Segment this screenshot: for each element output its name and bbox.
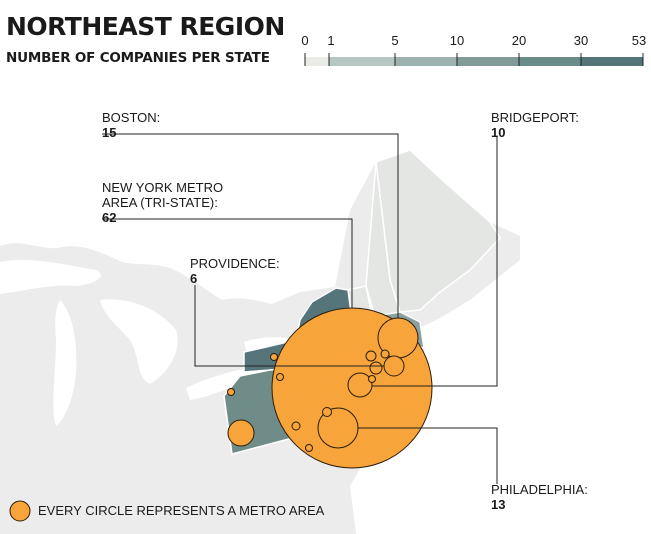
metro-circle-small[interactable] (276, 373, 284, 381)
leader-nyc (102, 218, 353, 308)
legend-bin-20-30 (519, 57, 581, 66)
legend-tick-label: 5 (391, 33, 399, 48)
map-title: NORTHEAST REGION (6, 12, 285, 41)
callout-name: NEW YORK METRO AREA (TRI-STATE): (102, 180, 224, 210)
metro-circle-small[interactable] (270, 353, 278, 361)
legend-bin-0-1 (305, 57, 329, 66)
callout-bridgeport: BRIDGEPORT: 10 (491, 110, 579, 140)
metro-circle-small[interactable] (322, 407, 332, 417)
metro-circle-small[interactable] (291, 421, 301, 431)
legend-tick-label: 0 (301, 33, 309, 48)
callout-nyc: NEW YORK METRO AREA (TRI-STATE): 62 (102, 180, 223, 225)
legend-tick-label: 20 (511, 33, 527, 48)
callout-value: 10 (491, 125, 506, 140)
leader-philadelphia (358, 427, 498, 484)
leader-boston (102, 133, 399, 318)
callout-name: BRIDGEPORT: (491, 110, 579, 125)
metro-circle-providence[interactable] (383, 355, 405, 377)
legend-bin-1-5 (329, 57, 395, 66)
metro-circle-small[interactable] (380, 349, 390, 359)
lake-huron (100, 299, 178, 384)
metro-circle-small[interactable] (305, 444, 313, 452)
lake-superior (0, 259, 101, 294)
callout-providence: PROVIDENCE: 6 (190, 256, 280, 286)
metro-circle-small[interactable] (368, 375, 376, 383)
metro-circle-small[interactable] (227, 388, 235, 396)
callout-name: BOSTON: (102, 110, 161, 125)
callout-philadelphia: PHILADELPHIA: 13 (491, 482, 588, 512)
legend-tick-label: 53 (631, 33, 647, 48)
callout-value: 15 (102, 125, 117, 140)
callout-name: PHILADELPHIA: (491, 482, 588, 497)
metro-circle-small[interactable] (369, 361, 383, 375)
circle-legend-note: EVERY CIRCLE REPRESENTS A METRO AREA (38, 503, 325, 518)
callout-boston: BOSTON: 15 (102, 110, 160, 140)
legend-bin-10-20 (457, 57, 519, 66)
leader-providence (194, 285, 384, 367)
callout-value: 62 (102, 210, 117, 225)
legend-tick-label: 1 (327, 33, 335, 48)
lake-michigan (53, 300, 77, 426)
leader-bridgeport (372, 137, 498, 387)
legend-circle-swatch (9, 500, 31, 522)
legend-tick-label: 30 (573, 33, 589, 48)
lake-erie (186, 366, 262, 400)
callout-value: 6 (190, 271, 198, 286)
legend-color-bar (304, 53, 644, 66)
legend-tick-label: 10 (449, 33, 465, 48)
metro-circle-small[interactable] (365, 350, 377, 362)
callout-value: 13 (491, 497, 506, 512)
legend-bin-5-10 (395, 57, 457, 66)
callout-name: PROVIDENCE: (190, 256, 280, 271)
legend-bin-30-53 (581, 57, 643, 66)
leader-lines (102, 133, 498, 484)
metro-circle-pittsburgh[interactable] (227, 419, 255, 447)
map-subtitle: NUMBER OF COMPANIES PER STATE (6, 50, 270, 66)
metro-circle-bridgeport[interactable] (347, 372, 373, 398)
